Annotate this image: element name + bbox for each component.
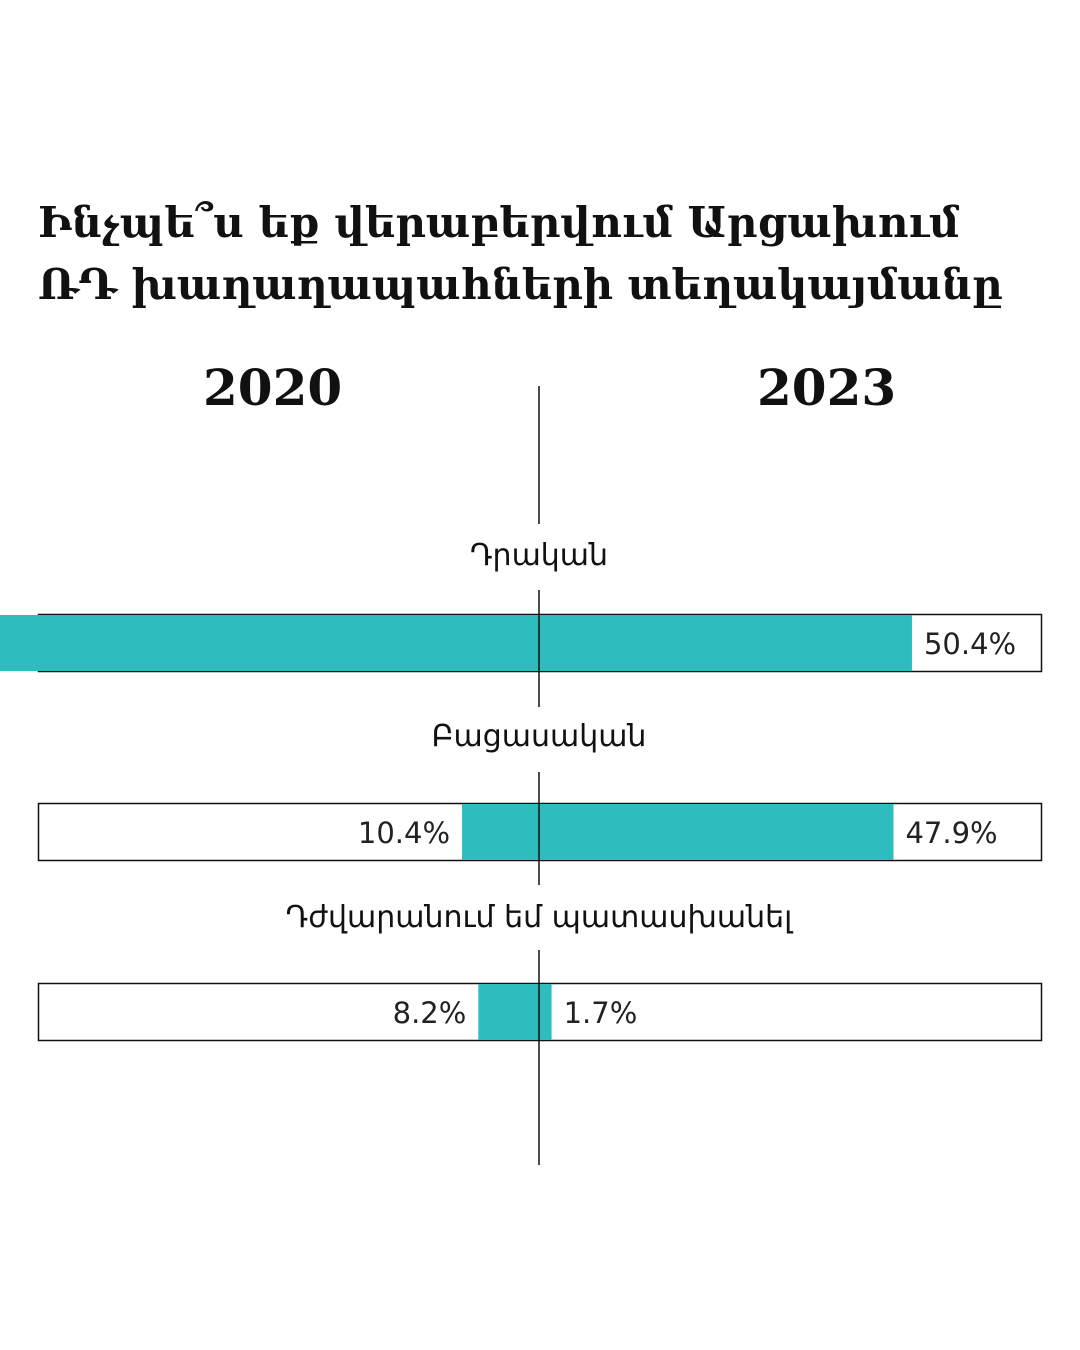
bar-2020 — [0, 615, 539, 671]
category-label: Դժվարանում եմ պատասխանել — [286, 900, 795, 935]
data-label-2023: 47.9% — [905, 816, 997, 850]
bar-2023 — [539, 615, 912, 671]
bar-2020 — [462, 804, 539, 860]
series-label-2020: 2020 — [203, 358, 343, 417]
data-label-2023: 1.7% — [564, 996, 638, 1030]
data-label-2020: 8.2% — [393, 996, 467, 1030]
bar-2023 — [539, 804, 894, 860]
chart-title: Ինչպե՞ս եք վերաբերվում Արցախում ՌԴ խաղաղ… — [38, 192, 1058, 316]
series-label-2023: 2023 — [757, 358, 897, 417]
category-label: Բացասական — [432, 719, 647, 754]
category-label: Դրական — [470, 538, 608, 573]
bar-2023 — [539, 984, 552, 1040]
bar-2020 — [478, 984, 539, 1040]
data-label-2023: 50.4% — [924, 627, 1016, 661]
chart-title-line-1: Ինչպե՞ս եք վերաբերվում Արցախում — [38, 198, 960, 247]
data-label-2020: 10.4% — [358, 816, 450, 850]
chart-title-line-2: ՌԴ խաղաղապահների տեղակայմանը — [38, 260, 1003, 309]
